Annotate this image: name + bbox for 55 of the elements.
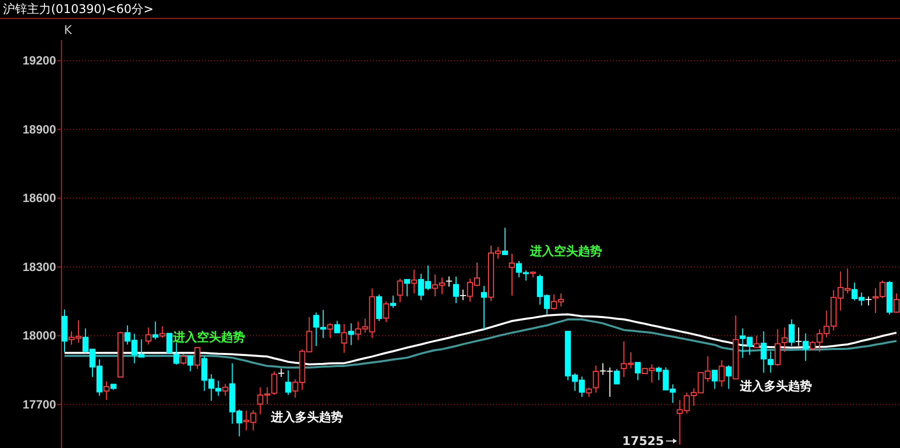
annotation: 17525 xyxy=(622,434,664,448)
candlestick xyxy=(159,326,166,338)
candlestick xyxy=(802,332,809,362)
candlestick xyxy=(592,364,599,394)
candlestick xyxy=(502,227,508,256)
candlestick xyxy=(453,276,460,304)
candlestick xyxy=(285,370,292,396)
chart-subtitle: K xyxy=(64,23,73,37)
candlestick xyxy=(894,293,900,314)
candlestick xyxy=(383,301,390,323)
chart-title: 沪锌主力(010390)<60分> xyxy=(3,2,154,16)
annotation: 进入多头趋势 xyxy=(739,379,812,393)
candlestick xyxy=(411,269,418,294)
candlestick xyxy=(271,370,278,396)
candlestick xyxy=(187,354,194,372)
candlestick xyxy=(460,289,467,301)
candlestick xyxy=(788,318,795,346)
candlestick xyxy=(166,332,172,354)
candlestick xyxy=(754,335,760,348)
candlestick xyxy=(726,364,732,390)
annotation: 进入多头趋势 xyxy=(270,410,343,424)
candlestick xyxy=(480,285,487,330)
candlestick xyxy=(103,380,110,400)
y-tick-label: 18600 xyxy=(22,191,56,206)
y-tick-label: 18300 xyxy=(22,260,56,274)
annotation: 进入空头趋势 xyxy=(529,244,602,258)
candlestick xyxy=(508,253,515,296)
candlestick xyxy=(180,354,186,366)
y-tick-label: 19200 xyxy=(22,54,56,68)
candlestick xyxy=(145,326,152,345)
candlestick xyxy=(152,320,158,340)
candlestick xyxy=(194,346,200,370)
candlestick xyxy=(634,362,641,381)
candlestick xyxy=(341,323,348,354)
y-tick-label: 17700 xyxy=(22,397,56,412)
candlestick xyxy=(376,294,382,322)
candlestick xyxy=(327,322,334,338)
annotation: 进入空头趋势 xyxy=(172,330,245,344)
candlestick xyxy=(718,360,725,388)
candlestick xyxy=(614,368,620,384)
candlestick xyxy=(390,295,396,308)
y-tick-label: 18000 xyxy=(22,328,56,343)
y-tick-label: 18900 xyxy=(22,122,56,136)
candlestick xyxy=(222,383,228,396)
candlestick xyxy=(348,322,354,346)
candlestick xyxy=(712,370,718,390)
candlestick xyxy=(446,276,453,288)
candlestick xyxy=(782,326,788,352)
candlestick xyxy=(586,386,592,398)
candlestick xyxy=(334,320,340,334)
candlestick xyxy=(173,342,180,366)
candlestick xyxy=(774,328,781,366)
candlestick xyxy=(795,326,802,346)
candlestick xyxy=(397,278,404,303)
candlestick xyxy=(404,279,410,297)
